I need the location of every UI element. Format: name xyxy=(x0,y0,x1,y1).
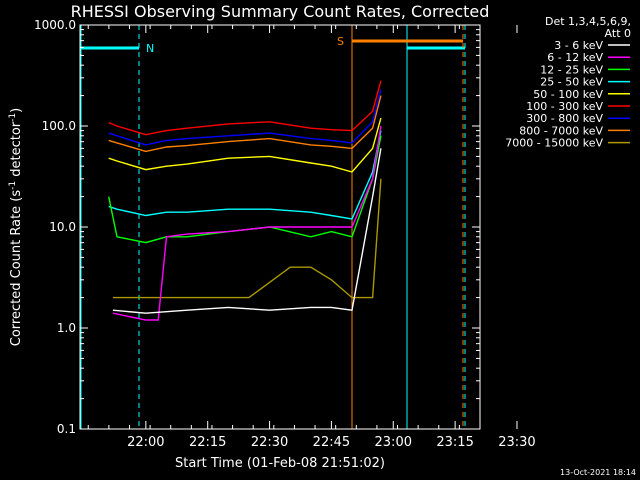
x-axis-label: Start Time (01-Feb-08 21:51:02) xyxy=(175,456,385,471)
plot-area: NS xyxy=(80,25,466,429)
y-tick-label: 0.1 xyxy=(57,422,76,436)
x-tick-label: 22:30 xyxy=(251,435,288,450)
y-axis-label-sup2: -1 xyxy=(8,113,18,122)
x-tick-label: 22:00 xyxy=(127,435,164,450)
x-tick-label: 23:15 xyxy=(436,435,473,450)
night-annotation-label: N xyxy=(146,42,154,55)
series-line-2 xyxy=(112,125,382,321)
y-axis-label-end: ) xyxy=(9,108,24,113)
x-tick-label: 22:45 xyxy=(313,435,350,450)
series-line-1 xyxy=(112,148,382,314)
legend-label: 25 - 50 keV xyxy=(540,76,603,89)
legend-label: 6 - 12 keV xyxy=(547,51,603,64)
x-tick-label: 22:15 xyxy=(189,435,226,450)
legend-label: 300 - 800 keV xyxy=(526,112,603,125)
series-line-9 xyxy=(112,178,382,299)
legend-label: 100 - 300 keV xyxy=(526,100,603,113)
y-axis-label: Corrected Count Rate (s-1 detector-1) xyxy=(8,108,24,346)
y-axis-label-mid: detector xyxy=(9,121,24,181)
x-tick-label: 23:30 xyxy=(498,435,535,450)
y-axis: 0.1 1.0 10.0 100.0 1000.0 xyxy=(34,18,480,436)
legend-label: 50 - 100 keV xyxy=(533,88,603,101)
saa-annotation-label: S xyxy=(337,35,344,48)
legend-header-line1: Det 1,3,4,5,6,9, xyxy=(545,15,631,28)
series-line-5 xyxy=(108,117,382,173)
legend-label: 7000 - 15000 keV xyxy=(505,137,603,150)
series-line-8 xyxy=(108,95,382,153)
y-axis-label-main: Corrected Count Rate (s xyxy=(9,190,24,347)
legend-label: 800 - 7000 keV xyxy=(519,124,603,137)
x-tick-label: 23:00 xyxy=(375,435,412,450)
y-tick-label: 10.0 xyxy=(49,220,76,234)
series-line-4 xyxy=(108,130,382,220)
legend-label: 12 - 25 keV xyxy=(540,63,603,76)
series-line-6 xyxy=(108,80,382,136)
series-line-7 xyxy=(108,89,382,146)
x-axis: 22:00 22:15 22:30 22:45 23:00 23:15 23:30 xyxy=(87,25,536,450)
legend-header-line2: Att 0 xyxy=(605,27,631,40)
legend-label: 3 - 6 keV xyxy=(554,39,603,52)
chart-title: RHESSI Observing Summary Count Rates, Co… xyxy=(71,2,490,21)
y-tick-label: 1000.0 xyxy=(34,18,76,32)
footer-date: 13-Oct-2021 18:14 xyxy=(560,468,636,477)
y-tick-label: 100.0 xyxy=(42,119,76,133)
y-tick-label: 1.0 xyxy=(57,321,76,335)
y-axis-label-sup1: -1 xyxy=(8,181,18,190)
